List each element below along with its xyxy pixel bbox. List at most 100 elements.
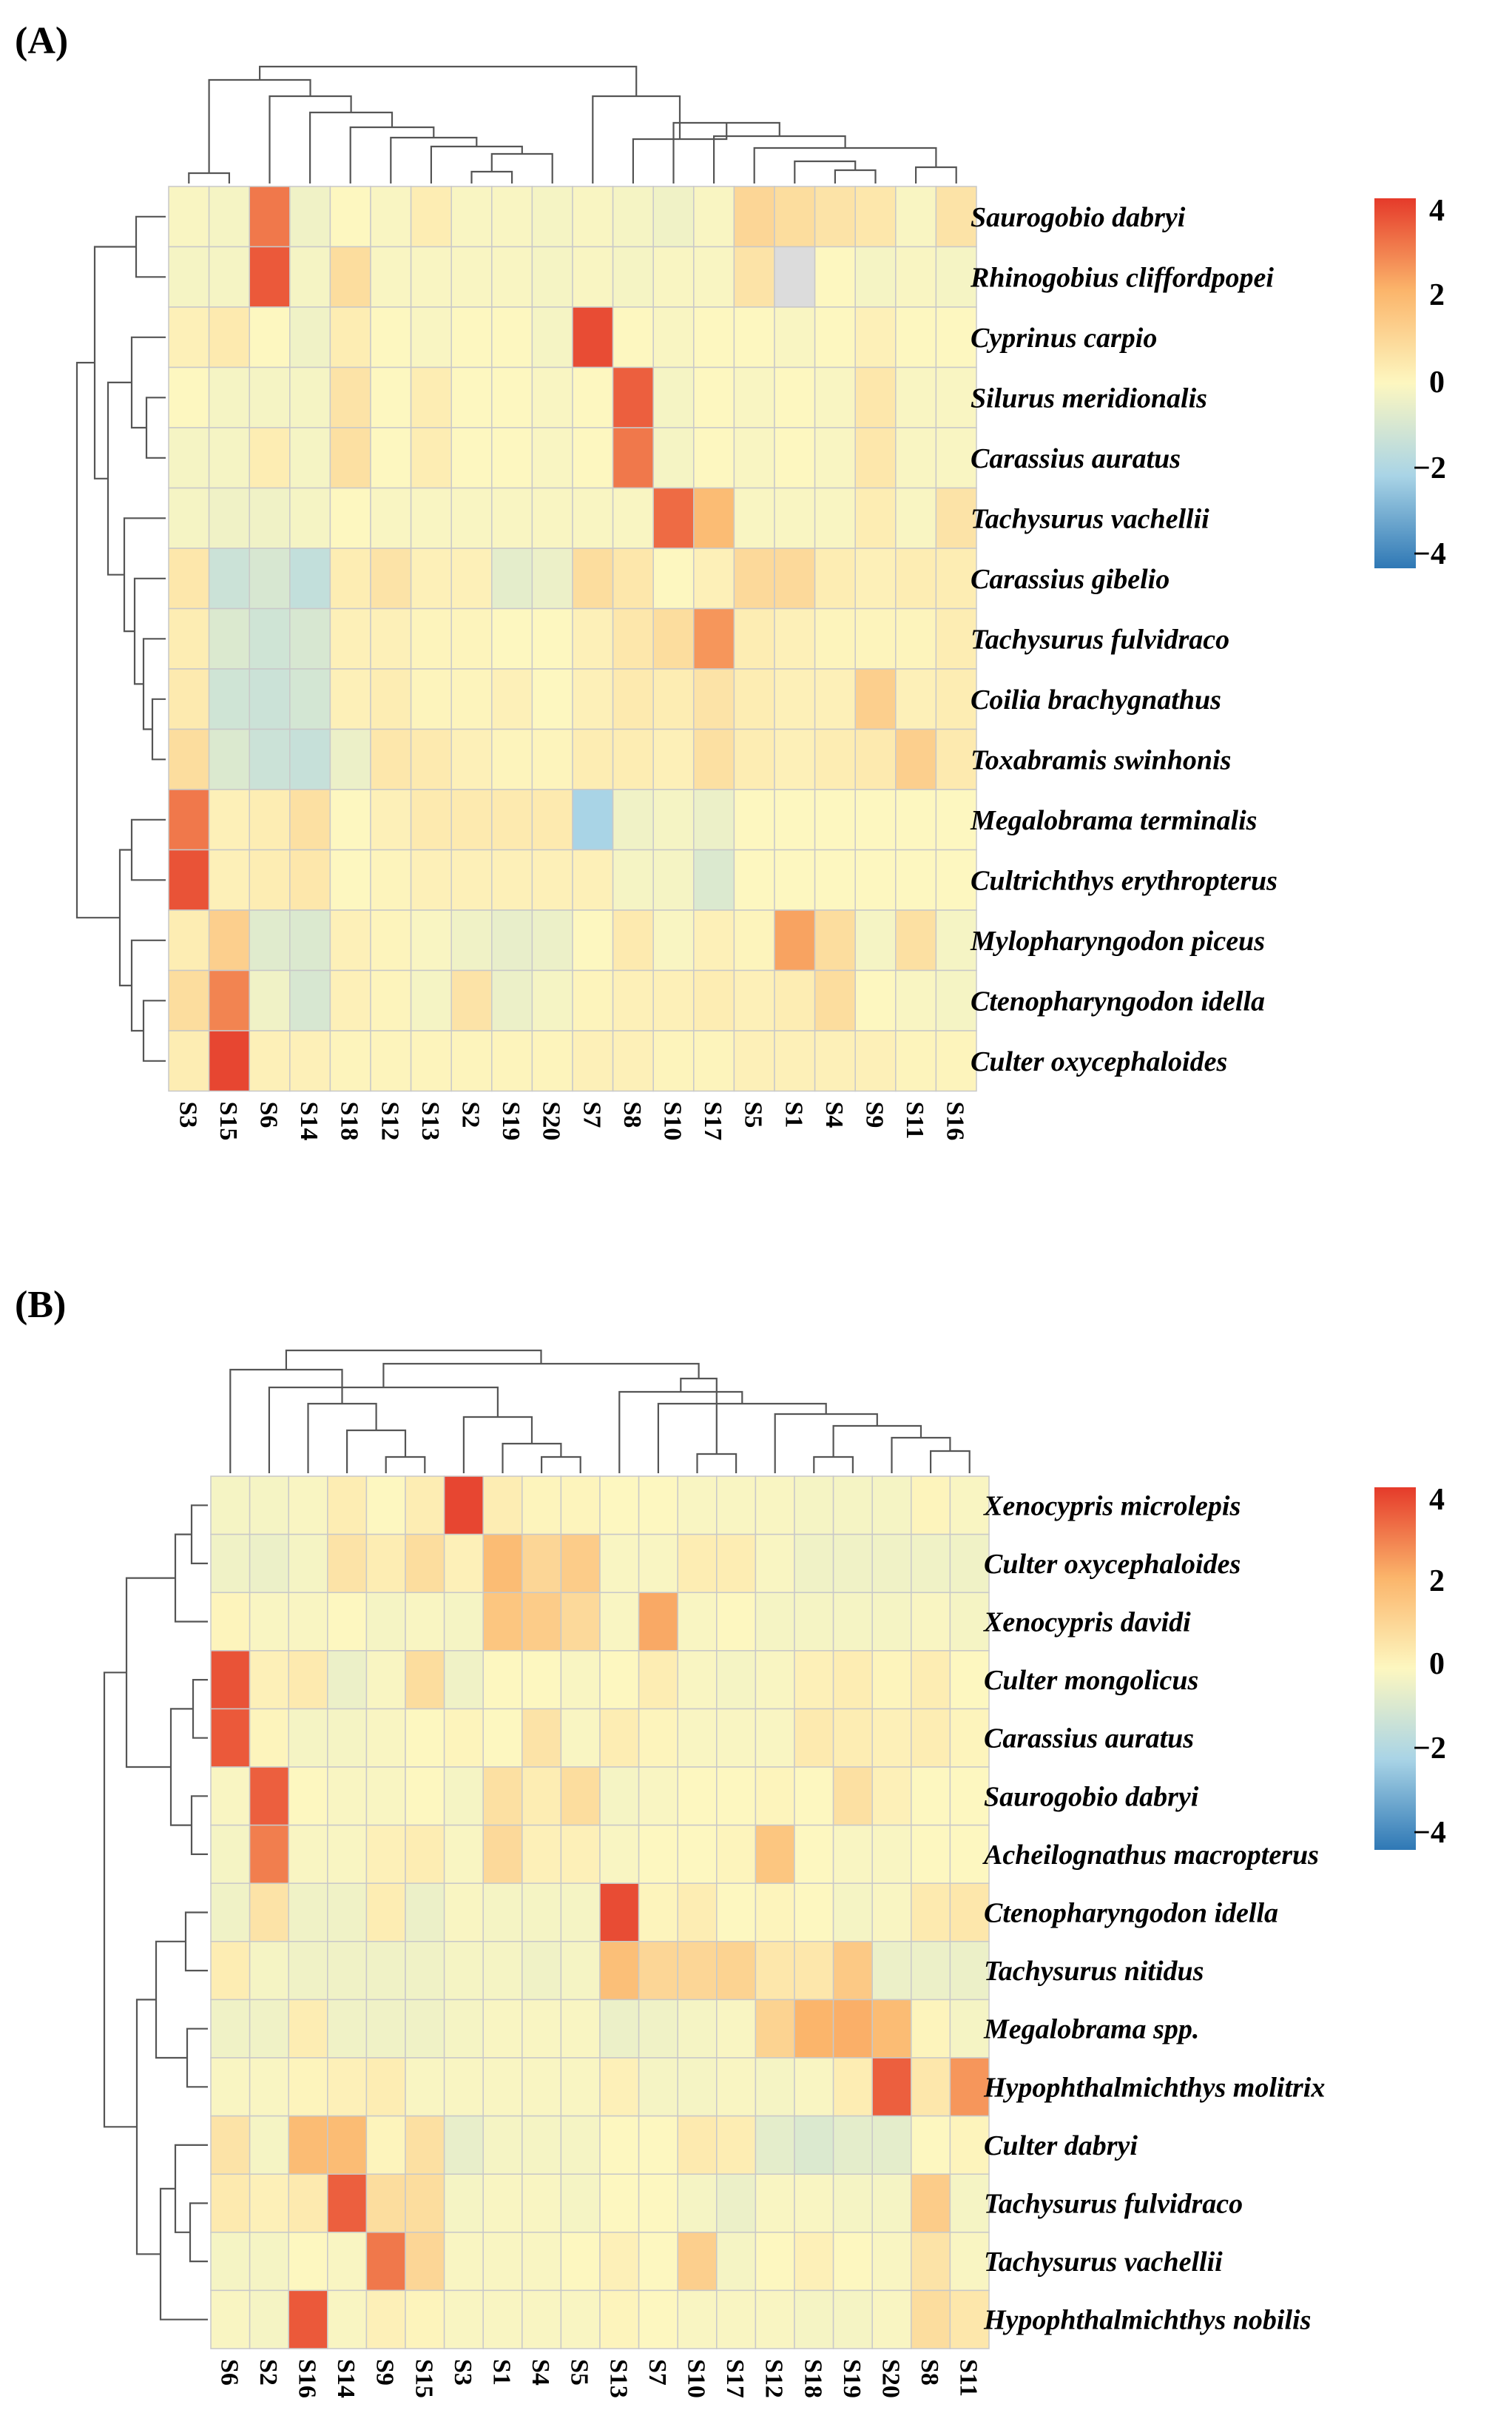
heatmap-cell-a-r5-c8: [491, 487, 533, 549]
heatmap-cell-a-r0-c4: [329, 186, 371, 248]
row-label-a-tachysurus-vachellii: Tachysurus vachellii: [971, 503, 1209, 534]
heatmap-cell-b-r8-c14: [755, 1941, 795, 2001]
heatmap-cell-b-r0-c5: [405, 1475, 445, 1535]
heatmap-cell-b-r13-c11: [638, 2232, 678, 2292]
heatmap-cell-a-r2-c17: [854, 306, 897, 368]
heatmap-cell-b-r0-c13: [716, 1475, 757, 1535]
heatmap-cell-b-r12-c17: [871, 2173, 912, 2233]
heatmap-cell-b-r10-c10: [599, 2057, 640, 2117]
row-dendrogram-branch-b-6: [184, 1911, 208, 1972]
column-label-a-s8: S8: [618, 1102, 646, 1128]
heatmap-cell-b-r3-c1: [249, 1650, 289, 1710]
row-label-a-megalobrama-terminalis: Megalobrama terminalis: [970, 805, 1257, 836]
heatmap-cell-b-r3-c13: [716, 1650, 757, 1710]
heatmap-cell-b-r5-c9: [560, 1766, 601, 1826]
column-dendrogram-branch-a-10: [490, 152, 553, 184]
heatmap-cell-a-r10-c0: [168, 789, 210, 851]
heatmap-cell-b-r4-c1: [249, 1708, 289, 1768]
heatmap-cell-a-r10-c4: [329, 789, 371, 851]
heatmap-cell-b-r10-c3: [327, 2057, 368, 2117]
heatmap-cell-a-r2-c6: [410, 306, 452, 368]
heatmap-cell-a-r2-c11: [612, 306, 654, 368]
heatmap-cell-a-r6-c12: [652, 548, 695, 610]
column-dendrogram-branch-b-11: [891, 1436, 951, 1473]
heatmap-cell-b-r7-c11: [638, 1882, 678, 1942]
heatmap-cell-b-r14-c18: [911, 2289, 951, 2349]
heatmap-cell-a-r14-c5: [370, 1030, 412, 1092]
legend-tick-b-neg2: −2: [1413, 1731, 1446, 1766]
heatmap-cell-b-r4-c18: [911, 1708, 951, 1768]
column-label-a-s9: S9: [861, 1102, 888, 1128]
heatmap-cell-a-r8-c2: [249, 668, 291, 730]
heatmap-cell-b-r3-c17: [871, 1650, 912, 1710]
heatmap-cell-a-r8-c19: [935, 668, 977, 730]
heatmap-cell-a-r13-c5: [370, 969, 412, 1031]
heatmap-cell-a-r13-c8: [491, 969, 533, 1031]
heatmap-cell-a-r2-c3: [289, 306, 331, 368]
column-label-b-s4: S4: [527, 2359, 554, 2386]
heatmap-cell-a-r1-c18: [895, 246, 937, 308]
heatmap-cell-a-r1-c3: [289, 246, 331, 308]
heatmap-cell-a-r9-c15: [774, 728, 816, 790]
column-label-a-s5: S5: [740, 1102, 767, 1128]
heatmap-cell-b-r10-c18: [911, 2057, 951, 2117]
heatmap-cell-a-r5-c4: [329, 487, 371, 549]
row-dendrogram-branch-b-3: [190, 1795, 208, 1855]
heatmap-cell-b-r6-c7: [482, 1824, 523, 1884]
heatmap-cell-b-r12-c4: [365, 2173, 406, 2233]
heatmap-cell-a-r11-c0: [168, 849, 210, 911]
heatmap-cell-b-r14-c5: [405, 2289, 445, 2349]
heatmap-panel-b: (B) Xenocypris microlepis Culter oxycepha…: [15, 1284, 1446, 2398]
heatmap-cell-b-r5-c4: [365, 1766, 406, 1826]
column-dendrogram-branch-a-13: [349, 126, 435, 184]
heatmap-cell-b-r10-c8: [522, 2057, 562, 2117]
legend-tick-b-2: 2: [1429, 1564, 1445, 1598]
heatmap-cell-b-r8-c8: [522, 1941, 562, 2001]
heatmap-cell-a-r10-c9: [531, 789, 573, 851]
row-label-a-mylopharyngodon-piceus: Mylopharyngodon piceus: [970, 926, 1265, 957]
heatmap-cell-a-r2-c14: [733, 306, 775, 368]
heatmap-cell-a-r12-c8: [491, 909, 533, 972]
heatmap-cell-b-r12-c5: [405, 2173, 445, 2233]
column-dendrogram-branch-b-0: [385, 1455, 426, 1473]
heatmap-cell-a-r4-c8: [491, 427, 533, 489]
heatmap-cell-a-r12-c1: [208, 909, 250, 972]
heatmap-cell-b-r9-c4: [365, 1999, 406, 2059]
heatmap-cell-a-r0-c15: [774, 186, 816, 248]
heatmap-cell-a-r8-c4: [329, 668, 371, 730]
row-dendrogram-branch-b-12: [125, 1577, 175, 1768]
heatmap-cell-a-r10-c18: [895, 789, 937, 851]
heatmap-cell-a-r4-c10: [572, 427, 614, 489]
color-legend-b: 4 2 0 −2 −4: [1374, 1483, 1446, 1850]
heatmap-cell-b-r10-c13: [716, 2057, 757, 2117]
heatmap-cell-b-r3-c15: [794, 1650, 834, 1710]
heatmap-cell-b-r14-c2: [288, 2289, 328, 2349]
heatmap-cell-a-r3-c2: [249, 366, 291, 428]
heatmap-cell-a-r0-c19: [935, 186, 977, 248]
heatmap-cell-b-r11-c8: [522, 2115, 562, 2175]
heatmap-cell-a-r12-c13: [693, 909, 735, 972]
heatmap-cell-b-r2-c9: [560, 1592, 601, 1652]
heatmap-cell-a-r11-c10: [572, 849, 614, 911]
heatmap-cell-a-r0-c2: [249, 186, 291, 248]
heatmap-cell-a-r13-c9: [531, 969, 573, 1031]
heatmap-cell-b-r3-c19: [949, 1650, 990, 1710]
heatmap-cell-b-r10-c16: [832, 2057, 873, 2117]
heatmap-cell-a-r11-c2: [249, 849, 291, 911]
heatmap-cell-b-r5-c2: [288, 1766, 328, 1826]
column-label-b-s9: S9: [371, 2359, 399, 2386]
heatmap-grid-a: [168, 186, 977, 1092]
heatmap-cell-b-r2-c10: [599, 1592, 640, 1652]
heatmap-cell-a-r10-c11: [612, 789, 654, 851]
heatmap-cell-a-r0-c1: [208, 186, 250, 248]
heatmap-cell-b-r14-c15: [794, 2289, 834, 2349]
heatmap-cell-b-r11-c14: [755, 2115, 795, 2175]
heatmap-cell-a-r14-c7: [450, 1030, 493, 1092]
heatmap-cell-b-r5-c8: [522, 1766, 562, 1826]
heatmap-cell-a-r13-c14: [733, 969, 775, 1031]
heatmap-cell-a-r11-c16: [814, 849, 856, 911]
heatmap-cell-b-r3-c8: [522, 1650, 562, 1710]
row-dendrogram-branch-a-1: [145, 397, 166, 459]
heatmap-cell-a-r12-c15: [774, 909, 816, 972]
heatmap-cell-b-r1-c4: [365, 1533, 406, 1593]
